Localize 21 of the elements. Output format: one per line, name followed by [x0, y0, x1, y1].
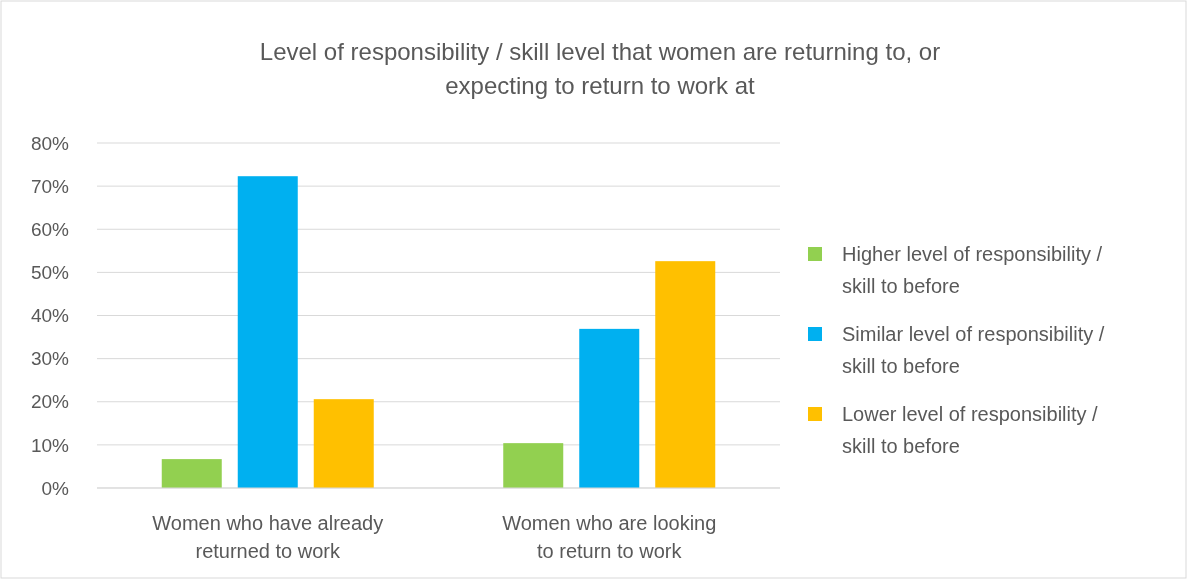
- y-tick-label: 0%: [41, 477, 70, 499]
- bar: [237, 176, 298, 488]
- y-tick-label: 50%: [30, 262, 70, 284]
- bar: [161, 459, 222, 488]
- y-tick-label: 10%: [30, 434, 70, 456]
- x-tick-label: Women who have already returned to work: [152, 512, 384, 562]
- legend-label: Higher level of responsibility / skill to before: [842, 243, 1103, 297]
- y-tick-label: 30%: [30, 348, 70, 370]
- legend-label: Lower level of responsibility / skill to before: [842, 403, 1099, 457]
- y-tick-label: 40%: [30, 305, 70, 327]
- bar: [503, 443, 564, 488]
- chart-title: Level of responsibility / skill level that women are returning to, or expecting to return to work at: [259, 38, 941, 99]
- legend-label: Similar level of responsibility / skill to before: [842, 323, 1105, 377]
- bar: [579, 328, 640, 488]
- bar: [313, 399, 374, 488]
- bar: [655, 261, 716, 488]
- y-tick-label: 60%: [30, 218, 70, 240]
- y-tick-label: 20%: [30, 391, 70, 413]
- x-tick-label: Women who are looking to return to work: [502, 512, 717, 562]
- y-tick-label: 80%: [30, 132, 70, 154]
- y-tick-label: 70%: [30, 175, 70, 197]
